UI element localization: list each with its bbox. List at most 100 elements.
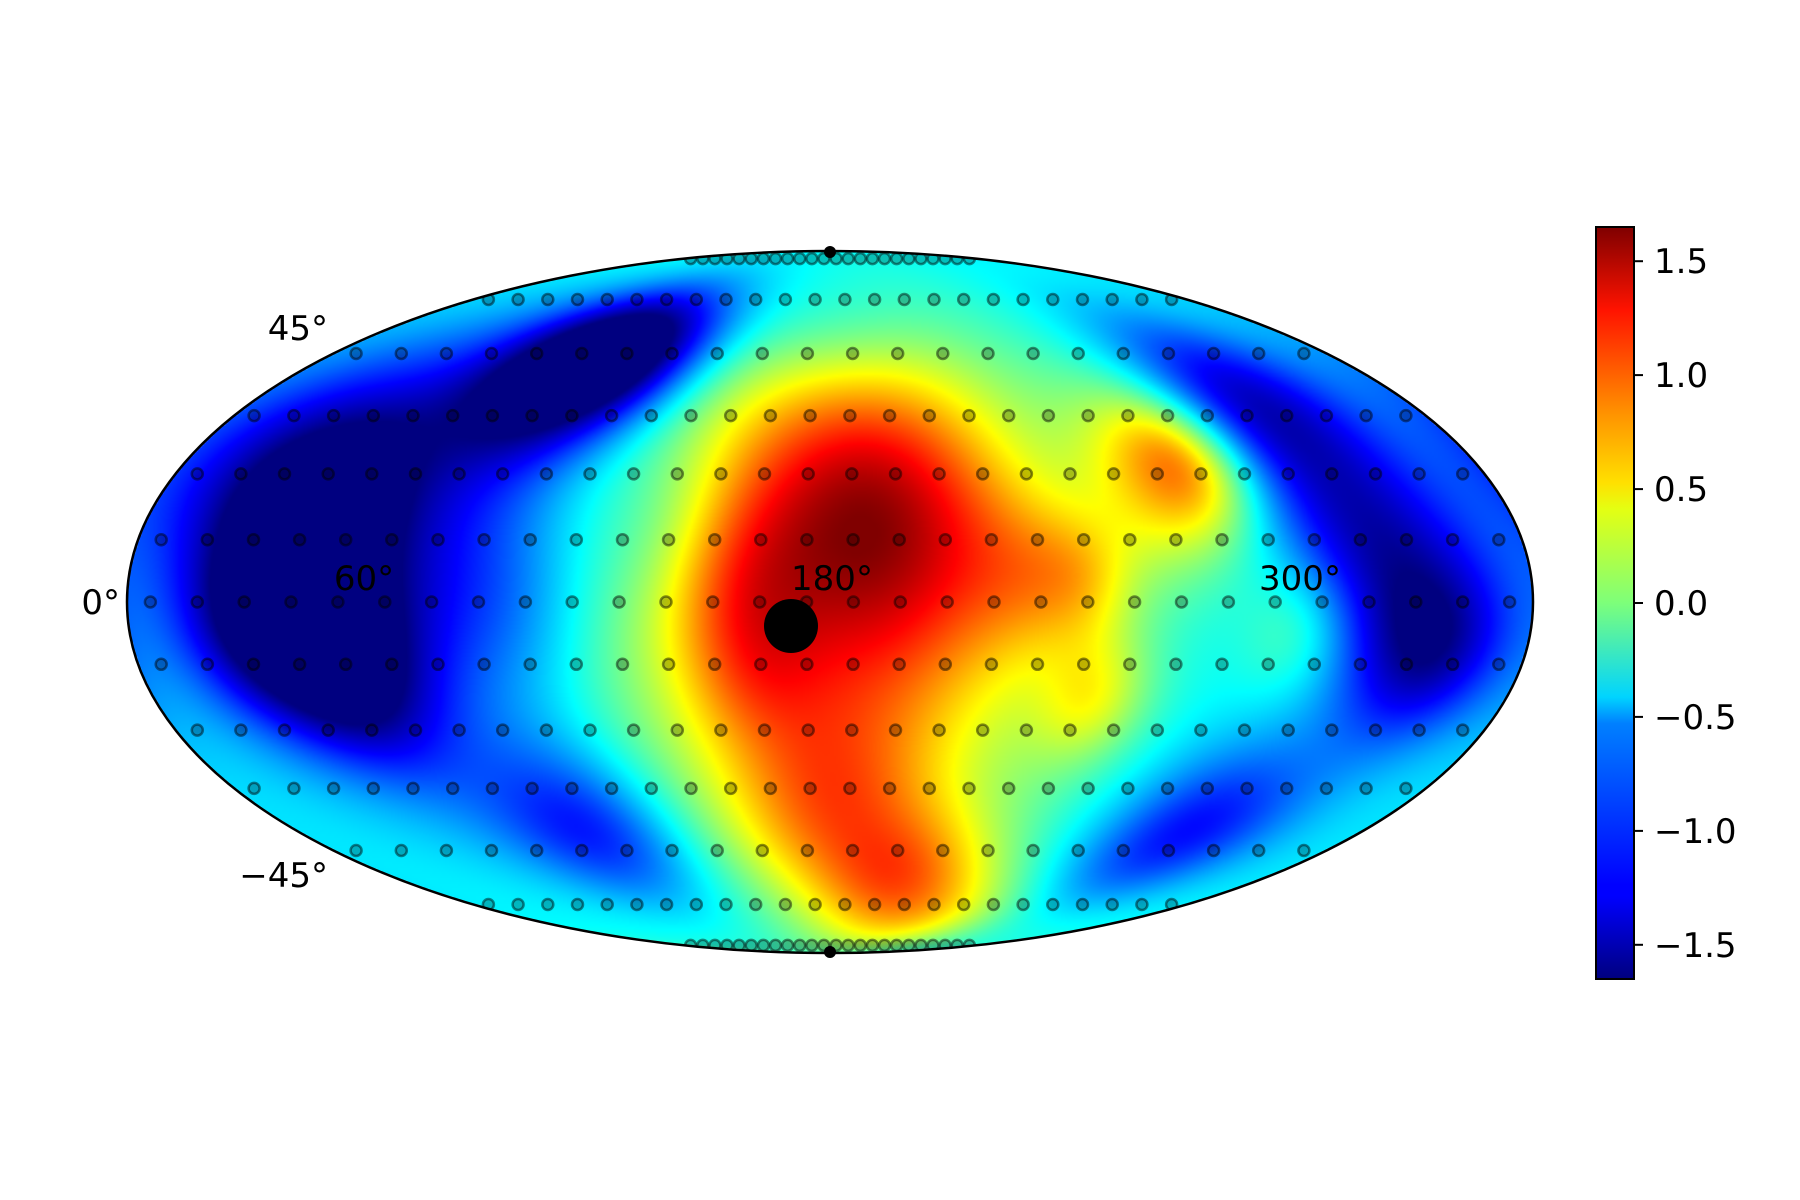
- sample-point: [1169, 657, 1183, 672]
- sample-point: [936, 843, 950, 858]
- sample-point: [1150, 467, 1165, 481]
- colorbar-tick-label: −0.5: [1654, 698, 1737, 738]
- sample-point: [984, 657, 999, 672]
- sample-point: [838, 292, 852, 307]
- sample-point: [890, 843, 905, 858]
- sample-point: [1174, 595, 1189, 609]
- lat-tick-label-45: 45°: [268, 309, 328, 349]
- sample-point: [659, 595, 673, 609]
- sample-point: [495, 723, 510, 737]
- sample-point: [1026, 843, 1040, 858]
- sample-point: [287, 408, 301, 423]
- sample-point: [511, 292, 525, 307]
- sample-point: [1409, 595, 1423, 609]
- sample-point: [1359, 781, 1373, 796]
- sample-point: [922, 781, 937, 796]
- sample-point: [888, 723, 903, 737]
- sample-point: [190, 595, 205, 609]
- sample-point: [1353, 657, 1368, 672]
- sample-point: [792, 938, 807, 953]
- sample-point: [620, 843, 634, 858]
- sample-point: [326, 408, 341, 423]
- sample-point: [1399, 408, 1413, 423]
- sample-point: [1206, 843, 1221, 858]
- sample-point: [525, 781, 539, 796]
- colorbar-tick-label: −1.0: [1654, 812, 1737, 852]
- sample-point: [431, 657, 445, 672]
- sample-point: [541, 897, 555, 912]
- sample-point: [846, 532, 860, 547]
- sample-point: [385, 532, 399, 547]
- sample-point: [1279, 781, 1294, 796]
- sample-point: [331, 595, 345, 609]
- north-pole-marker: [824, 246, 836, 258]
- sample-point: [1399, 532, 1414, 547]
- sample-point: [890, 346, 905, 361]
- sample-point: [927, 897, 941, 912]
- sample-point: [287, 781, 301, 796]
- sample-point: [485, 408, 500, 423]
- sample-point: [778, 292, 793, 307]
- sample-point: [1359, 408, 1373, 423]
- sample-point: [445, 781, 460, 796]
- sample-point: [780, 938, 795, 953]
- sample-point: [615, 657, 630, 672]
- sample-point: [1237, 723, 1252, 737]
- lon-tick-label-0: 0°: [81, 583, 120, 623]
- sample-point: [754, 532, 768, 547]
- sample-point: [1123, 532, 1137, 547]
- sample-point: [1200, 781, 1215, 796]
- sample-point: [349, 346, 363, 361]
- sample-point: [1071, 843, 1085, 858]
- sample-point: [445, 408, 460, 423]
- sample-point: [936, 346, 950, 361]
- sample-point: [889, 251, 904, 266]
- sample-point: [190, 467, 205, 481]
- sample-point: [1368, 723, 1383, 737]
- sample-point: [615, 532, 630, 547]
- sample-point: [882, 781, 897, 796]
- sample-point: [246, 657, 261, 672]
- sample-point: [1412, 723, 1426, 737]
- sample-point: [1455, 595, 1470, 609]
- sample-point: [338, 657, 353, 672]
- sample-point: [867, 292, 882, 307]
- sample-point: [1261, 657, 1275, 672]
- sample-point: [892, 532, 906, 547]
- sample-point: [808, 292, 822, 307]
- lon-tick-label-60: 60°: [334, 559, 394, 599]
- sample-point: [539, 467, 554, 481]
- sample-point: [630, 292, 644, 307]
- sample-point: [565, 781, 579, 796]
- sample-point: [744, 251, 758, 266]
- sample-point: [1362, 595, 1376, 609]
- sample-point: [1307, 657, 1322, 672]
- sample-point: [902, 938, 916, 953]
- sample-point: [365, 467, 379, 481]
- sample-point: [1315, 595, 1329, 609]
- sample-point: [471, 595, 486, 609]
- sample-point: [1455, 723, 1470, 737]
- sample-point: [1016, 897, 1030, 912]
- south-pole-marker: [824, 946, 836, 958]
- sample-point: [1281, 467, 1295, 481]
- sample-point: [889, 938, 904, 953]
- sample-point: [665, 843, 679, 858]
- sample-point: [865, 938, 880, 953]
- sample-point: [292, 532, 307, 547]
- sample-point: [670, 723, 685, 737]
- sample-point: [1353, 532, 1368, 547]
- sample-point: [778, 897, 793, 912]
- sample-point: [800, 843, 815, 858]
- sample-point: [744, 938, 758, 953]
- sample-point: [523, 657, 537, 672]
- sample-point: [1046, 897, 1060, 912]
- sample-point: [1240, 781, 1254, 796]
- sample-point: [1019, 723, 1034, 737]
- colorbar-tick-label: −1.5: [1654, 926, 1737, 966]
- sample-point: [845, 346, 860, 361]
- sample-point: [565, 408, 579, 423]
- sample-point: [1261, 532, 1275, 547]
- sample-point: [565, 595, 579, 609]
- sample-point: [841, 938, 855, 953]
